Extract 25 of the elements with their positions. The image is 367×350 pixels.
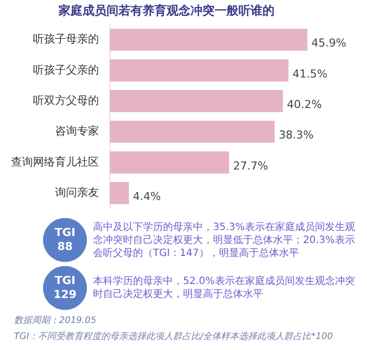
y-tick-label: 听孩子父亲的 bbox=[33, 63, 99, 76]
text: 数据周期：2019.05 bbox=[14, 314, 98, 327]
chart-title: 家庭成员间若有养育观念冲突一般听谁的 bbox=[58, 3, 274, 18]
y-tick-label: 听双方父母的 bbox=[33, 94, 99, 107]
y-tick-label: 听孩子母亲的 bbox=[33, 32, 99, 46]
bar bbox=[110, 28, 308, 51]
circle-badge: TGI 129 bbox=[43, 266, 87, 310]
bar bbox=[110, 59, 288, 82]
circle-badge: TGI 88 bbox=[43, 218, 87, 262]
bar bbox=[110, 182, 129, 204]
y-tick-label: 查询网络育儿社区 bbox=[11, 155, 99, 168]
data-label: 27.7% bbox=[233, 159, 268, 172]
bar bbox=[110, 151, 230, 174]
data-label: 40.2% bbox=[286, 98, 322, 111]
data-label: 4.4% bbox=[132, 190, 161, 203]
y-tick-label: 询问亲友 bbox=[55, 186, 99, 199]
data-label: 38.3% bbox=[278, 128, 314, 142]
bar bbox=[110, 90, 283, 112]
text: 本科学历的母亲中，52.0%表示在家庭成员间发生观念冲突时自己决定权更大，明显高于总体水平 bbox=[93, 275, 356, 301]
y-tick-label: 咨询专家 bbox=[55, 124, 99, 138]
text: 高中及以下学历的母亲中，35.3%表示在家庭成员间发生观念冲突时自己决定权更大，明显低于总体水平；20.3%表示会听父母的（TGI：147），明显高于总体水平 bbox=[93, 220, 356, 260]
data-label: 45.9% bbox=[311, 36, 346, 50]
text: TGI：不同受教育程度的母亲选择此项人群占比/全体样本选择此项人群占比*100 bbox=[14, 330, 334, 343]
data-label: 41.5% bbox=[292, 67, 328, 80]
bar bbox=[110, 120, 275, 143]
